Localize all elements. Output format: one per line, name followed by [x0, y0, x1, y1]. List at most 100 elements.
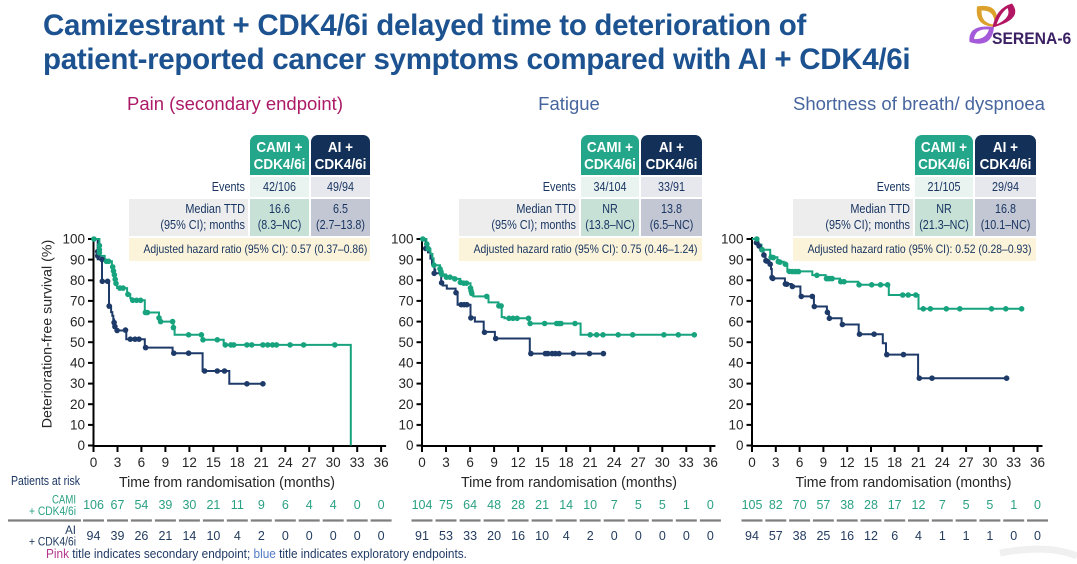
svg-text:4: 4: [330, 498, 337, 512]
svg-text:100: 100: [391, 232, 414, 247]
svg-text:0: 0: [748, 455, 756, 470]
svg-text:30: 30: [182, 498, 196, 512]
svg-text:Patients at risk: Patients at risk: [11, 474, 81, 488]
svg-text:4: 4: [915, 529, 922, 543]
svg-text:94: 94: [745, 529, 759, 543]
svg-text:Time from randomisation (month: Time from randomisation (months): [796, 475, 1012, 491]
svg-text:6: 6: [466, 455, 474, 470]
svg-text:90: 90: [398, 252, 413, 267]
svg-text:6: 6: [138, 455, 146, 470]
svg-text:3: 3: [114, 455, 122, 470]
svg-text:0: 0: [330, 529, 337, 543]
svg-text:6: 6: [891, 529, 898, 543]
svg-text:5: 5: [963, 498, 970, 512]
svg-text:30: 30: [655, 455, 670, 470]
svg-text:10: 10: [70, 418, 85, 433]
svg-text:16: 16: [840, 529, 854, 543]
svg-text:9: 9: [162, 455, 170, 470]
svg-text:75: 75: [439, 498, 453, 512]
svg-text:5: 5: [659, 498, 666, 512]
svg-text:70: 70: [793, 498, 807, 512]
svg-text:24: 24: [935, 455, 951, 470]
svg-text:21: 21: [158, 529, 172, 543]
svg-text:2: 2: [587, 529, 594, 543]
svg-text:18: 18: [230, 455, 245, 470]
svg-text:15: 15: [535, 455, 550, 470]
svg-text:15: 15: [206, 455, 221, 470]
svg-text:40: 40: [398, 356, 413, 371]
svg-text:40: 40: [70, 356, 85, 371]
svg-text:0: 0: [306, 529, 313, 543]
svg-text:12: 12: [840, 455, 855, 470]
svg-text:106: 106: [83, 498, 104, 512]
svg-text:20: 20: [728, 397, 743, 412]
svg-text:25: 25: [816, 529, 830, 543]
svg-text:53: 53: [439, 529, 453, 543]
svg-text:4: 4: [306, 498, 313, 512]
svg-text:1: 1: [683, 498, 690, 512]
svg-text:10: 10: [398, 418, 413, 433]
svg-text:21: 21: [583, 455, 598, 470]
svg-text:0: 0: [90, 455, 98, 470]
svg-text:26: 26: [134, 529, 148, 543]
svg-text:4: 4: [234, 529, 241, 543]
svg-text:94: 94: [87, 529, 101, 543]
svg-text:Time from randomisation (month: Time from randomisation (months): [461, 475, 677, 491]
svg-text:70: 70: [70, 294, 85, 309]
svg-text:30: 30: [70, 376, 85, 391]
svg-text:20: 20: [487, 529, 501, 543]
svg-text:0: 0: [635, 529, 642, 543]
svg-text:1: 1: [963, 529, 970, 543]
svg-text:64: 64: [463, 498, 477, 512]
svg-text:36: 36: [1030, 455, 1045, 470]
svg-text:36: 36: [374, 455, 389, 470]
svg-text:80: 80: [728, 273, 743, 288]
svg-text:0: 0: [683, 529, 690, 543]
svg-text:30: 30: [982, 455, 997, 470]
svg-text:39: 39: [158, 498, 172, 512]
svg-text:100: 100: [62, 232, 85, 247]
svg-text:12: 12: [912, 498, 926, 512]
svg-text:50: 50: [728, 335, 743, 350]
svg-text:0: 0: [354, 529, 361, 543]
svg-text:16: 16: [511, 529, 525, 543]
svg-text:50: 50: [398, 335, 413, 350]
svg-text:+ CDK4/6i: + CDK4/6i: [29, 537, 76, 549]
svg-text:28: 28: [511, 498, 525, 512]
svg-text:14: 14: [182, 529, 196, 543]
svg-text:21: 21: [911, 455, 926, 470]
svg-text:AI: AI: [65, 525, 76, 537]
svg-text:100: 100: [721, 232, 744, 247]
svg-text:80: 80: [70, 273, 85, 288]
svg-text:9: 9: [258, 498, 265, 512]
svg-text:15: 15: [863, 455, 878, 470]
svg-text:0: 0: [406, 438, 414, 453]
svg-text:6: 6: [282, 498, 289, 512]
svg-text:9: 9: [820, 455, 828, 470]
svg-text:38: 38: [840, 498, 854, 512]
svg-text:0: 0: [659, 529, 666, 543]
svg-text:10: 10: [583, 498, 597, 512]
svg-text:0: 0: [611, 529, 618, 543]
svg-text:18: 18: [559, 455, 574, 470]
svg-text:3: 3: [772, 455, 780, 470]
svg-text:0: 0: [736, 438, 744, 453]
svg-text:0: 0: [1034, 529, 1041, 543]
svg-text:57: 57: [769, 529, 783, 543]
svg-text:57: 57: [816, 498, 830, 512]
svg-text:Time from randomisation (month: Time from randomisation (months): [119, 475, 335, 491]
svg-text:5: 5: [986, 498, 993, 512]
svg-text:36: 36: [703, 455, 718, 470]
svg-text:9: 9: [490, 455, 498, 470]
svg-text:33: 33: [679, 455, 694, 470]
svg-text:27: 27: [302, 455, 317, 470]
svg-text:21: 21: [254, 455, 269, 470]
svg-text:12: 12: [511, 455, 526, 470]
svg-text:27: 27: [631, 455, 646, 470]
svg-text:12: 12: [182, 455, 197, 470]
svg-text:28: 28: [864, 498, 878, 512]
svg-text:1: 1: [986, 529, 993, 543]
svg-text:48: 48: [487, 498, 501, 512]
svg-text:67: 67: [111, 498, 125, 512]
svg-text:40: 40: [728, 356, 743, 371]
